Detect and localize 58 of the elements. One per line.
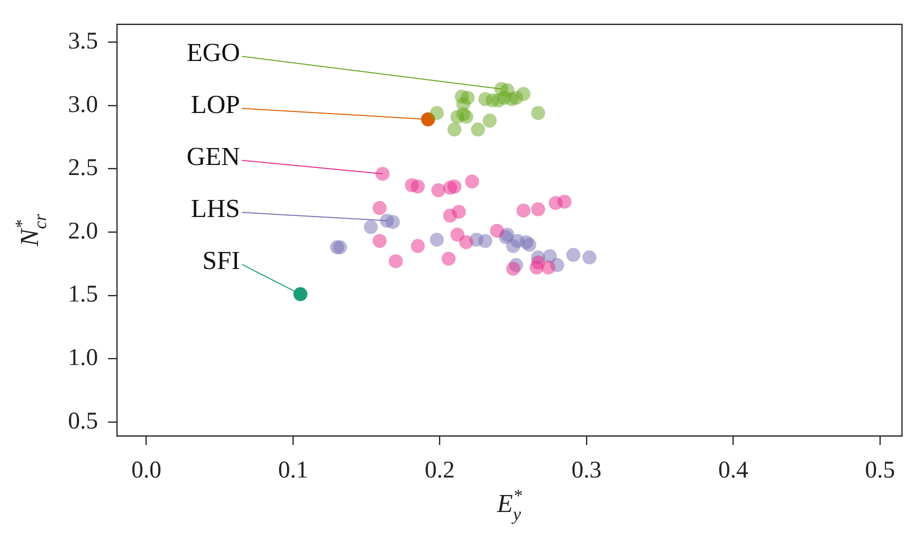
point — [506, 262, 520, 276]
point — [447, 180, 462, 194]
y-tick-label: 2.0 — [68, 218, 98, 244]
point — [447, 122, 462, 137]
text: GEN — [186, 142, 240, 172]
point — [478, 92, 492, 106]
y-tick-label: 1.0 — [68, 345, 98, 372]
point — [430, 106, 444, 120]
point — [421, 112, 436, 126]
text: EGO — [186, 38, 240, 68]
point — [465, 174, 480, 188]
point — [522, 238, 536, 252]
point — [430, 232, 444, 247]
x-tick-label: 0.0 — [131, 458, 162, 484]
point — [497, 90, 512, 105]
point — [582, 250, 596, 264]
point — [459, 235, 474, 250]
point — [566, 248, 580, 262]
point — [410, 180, 425, 194]
point — [293, 287, 308, 302]
point — [478, 234, 492, 248]
text: LOP — [190, 90, 240, 120]
point — [333, 240, 348, 254]
point — [450, 228, 464, 242]
x-tick-label: 0.3 — [572, 458, 602, 484]
point — [431, 183, 446, 198]
x-tick-label: 0.4 — [718, 458, 748, 484]
point — [452, 204, 466, 219]
point — [482, 114, 497, 128]
point — [516, 204, 530, 218]
point — [531, 106, 546, 120]
x-tick-label: 0.1 — [278, 458, 308, 484]
y-axis-title: N*cr — [12, 213, 50, 248]
y-tick-label: 3.5 — [68, 28, 98, 54]
y-tick-label: 3.0 — [68, 92, 98, 118]
point — [372, 201, 387, 216]
point — [386, 214, 400, 229]
point — [410, 239, 425, 254]
point — [490, 224, 504, 238]
text: SFI — [202, 246, 240, 276]
point — [531, 202, 546, 216]
y-tick-label: 0.5 — [68, 408, 98, 434]
text: LHS — [190, 194, 240, 224]
point — [470, 122, 485, 137]
point — [558, 194, 572, 209]
y-tick-label: 1.5 — [68, 282, 98, 308]
point — [364, 220, 378, 234]
point — [531, 255, 546, 270]
point — [442, 252, 456, 266]
point — [376, 166, 390, 181]
point — [388, 254, 403, 268]
x-tick-label: 0.5 — [864, 458, 895, 484]
point — [541, 260, 556, 275]
point — [459, 110, 474, 124]
point — [506, 239, 520, 254]
point — [372, 234, 387, 248]
y-tick-label: 2.5 — [68, 155, 98, 182]
x-tick-label: 0.2 — [424, 458, 455, 484]
